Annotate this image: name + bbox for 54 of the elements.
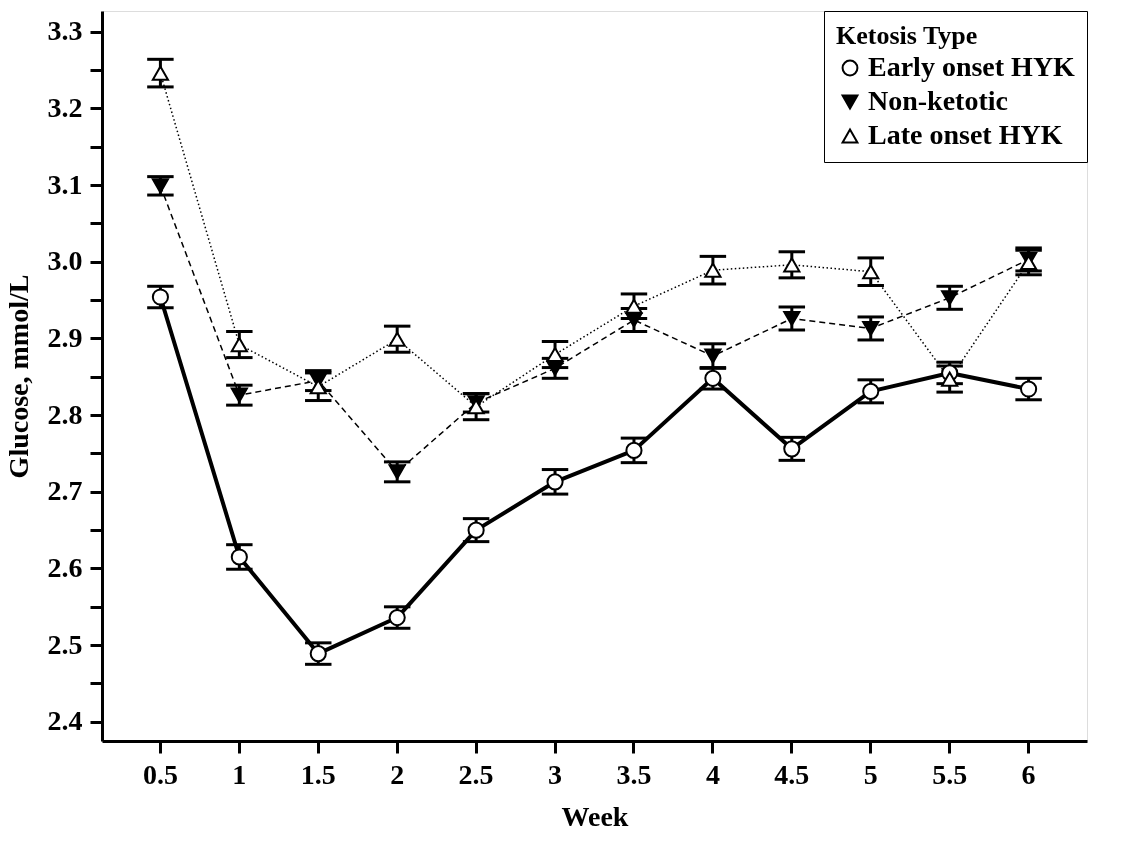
point — [151, 178, 169, 194]
legend-label: Non-ketotic — [868, 85, 1008, 116]
point — [309, 645, 327, 663]
point — [546, 473, 564, 491]
point — [862, 264, 880, 280]
y-tick-label: 3.3 — [47, 15, 83, 47]
point — [625, 441, 643, 459]
y-axis-title: Glucose, mmol/L — [2, 274, 34, 479]
point — [230, 336, 248, 353]
point — [862, 320, 880, 337]
point — [862, 382, 880, 400]
point — [230, 387, 248, 403]
x-tick-label: 1.5 — [300, 758, 336, 790]
point — [467, 521, 485, 539]
y-tick-label: 2.9 — [47, 321, 83, 353]
y-tick-label: 2.5 — [47, 628, 83, 660]
x-tick-label: 2 — [390, 758, 405, 790]
point — [783, 257, 801, 273]
y-tick-label: 2.8 — [47, 398, 83, 430]
y-tick-label: 3.2 — [47, 91, 83, 123]
point — [704, 348, 722, 364]
x-tick-label: 3.5 — [616, 758, 652, 790]
point — [941, 290, 959, 306]
x-tick-label: 3 — [548, 758, 563, 790]
y-tick-label: 2.7 — [47, 475, 83, 507]
x-tick-label: 6 — [1021, 758, 1036, 790]
point — [388, 331, 406, 347]
y-tick-label: 3.0 — [47, 245, 83, 277]
legend-title: Ketosis Type — [836, 21, 978, 50]
y-tick-label: 2.4 — [47, 705, 83, 737]
point — [783, 310, 801, 327]
point — [388, 608, 406, 627]
x-tick-label: 5 — [863, 758, 878, 790]
y-tick-label: 2.6 — [47, 551, 83, 583]
point — [546, 346, 564, 363]
point — [625, 298, 643, 314]
x-axis-title: Week — [561, 800, 629, 832]
point — [230, 548, 248, 566]
point — [151, 288, 169, 306]
point — [1020, 380, 1038, 398]
x-tick-label: 1 — [232, 758, 247, 790]
point — [388, 464, 406, 480]
legend-label: Late onset HYK — [868, 119, 1063, 150]
x-tick-label: 0.5 — [142, 758, 178, 790]
x-tick-label: 4.5 — [774, 758, 810, 790]
point — [783, 440, 801, 458]
x-tick-label: 5.5 — [932, 758, 968, 790]
x-tick-label: 2.5 — [458, 758, 494, 790]
legend-label: Early onset HYK — [868, 51, 1076, 82]
point — [151, 65, 169, 81]
point — [941, 371, 959, 387]
y-tick-label: 3.1 — [47, 168, 83, 200]
x-tick-label: 4 — [705, 758, 720, 790]
point — [704, 262, 722, 278]
